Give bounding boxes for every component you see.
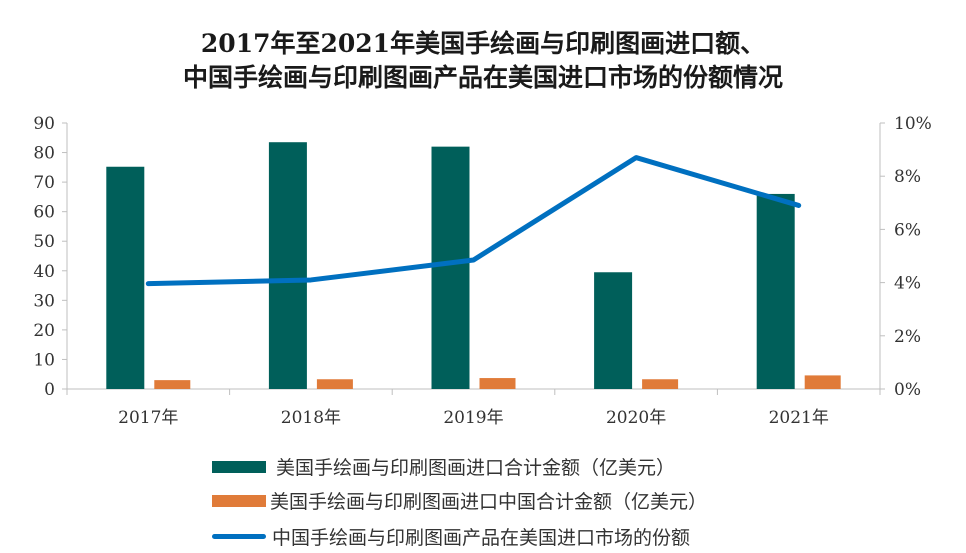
x-tick-label: 2017年 [118,408,178,428]
x-tick-label: 2019年 [443,408,503,428]
left-tick-label: 20 [33,321,55,341]
bar-china-imports [316,379,353,389]
chart-title-line2: 中国手绘画与印刷图画产品在美国进口市场的份额情况 [182,63,783,92]
x-tick-label: 2020年 [606,408,666,428]
left-tick-label: 0 [44,380,55,400]
bar-china-imports [642,379,679,389]
left-tick-label: 10 [33,350,55,370]
left-tick-label: 90 [33,114,55,134]
x-tick-label: 2018年 [281,408,341,428]
left-tick-label: 60 [33,203,55,223]
right-tick-label: 10% [894,114,932,134]
bar-china-imports [804,375,841,389]
legend-entry-total-imports: 美国手绘画与印刷图画进口合计金额（亿美元） [212,453,675,480]
bar-total-imports [756,193,795,389]
left-tick-label: 30 [33,291,55,311]
right-tick-label: 2% [894,327,921,347]
bar-china-imports [154,380,191,389]
bar-total-imports [431,146,470,389]
line-china-share [145,155,802,287]
legend-swatch-total-imports [212,460,266,473]
legend-label-china-imports: 美国手绘画与印刷图画进口中国合计金额（亿美元） [270,491,708,513]
legend-swatch-china-imports [212,494,266,507]
right-tick-label: 8% [894,167,921,187]
chart-title-line1: 2017年至2021年美国手绘画与印刷图画进口额、 [200,29,766,58]
right-tick-label: 4% [894,274,921,294]
left-tick-label: 70 [33,173,55,193]
legend-entry-china-imports: 美国手绘画与印刷图画进口中国合计金额（亿美元） [212,487,707,514]
bar-total-imports [268,142,307,389]
left-tick-label: 40 [33,262,55,282]
left-tick-label: 80 [33,144,55,164]
bar-total-imports [594,272,633,389]
right-tick-label: 6% [894,220,921,240]
right-tick-label: 0% [894,380,921,400]
legend-label-total-imports: 美国手绘画与印刷图画进口合计金额（亿美元） [276,457,676,479]
legend-swatch-china-share [212,534,266,539]
x-tick-label: 2021年 [769,408,829,428]
bar-total-imports [106,166,145,389]
legend-entry-china-share: 中国手绘画与印刷图画产品在美国进口市场的份额 [212,523,690,550]
legend-label-china-share: 中国手绘画与印刷图画产品在美国进口市场的份额 [272,527,691,549]
left-tick-label: 50 [33,232,55,252]
bar-china-imports [479,378,516,389]
